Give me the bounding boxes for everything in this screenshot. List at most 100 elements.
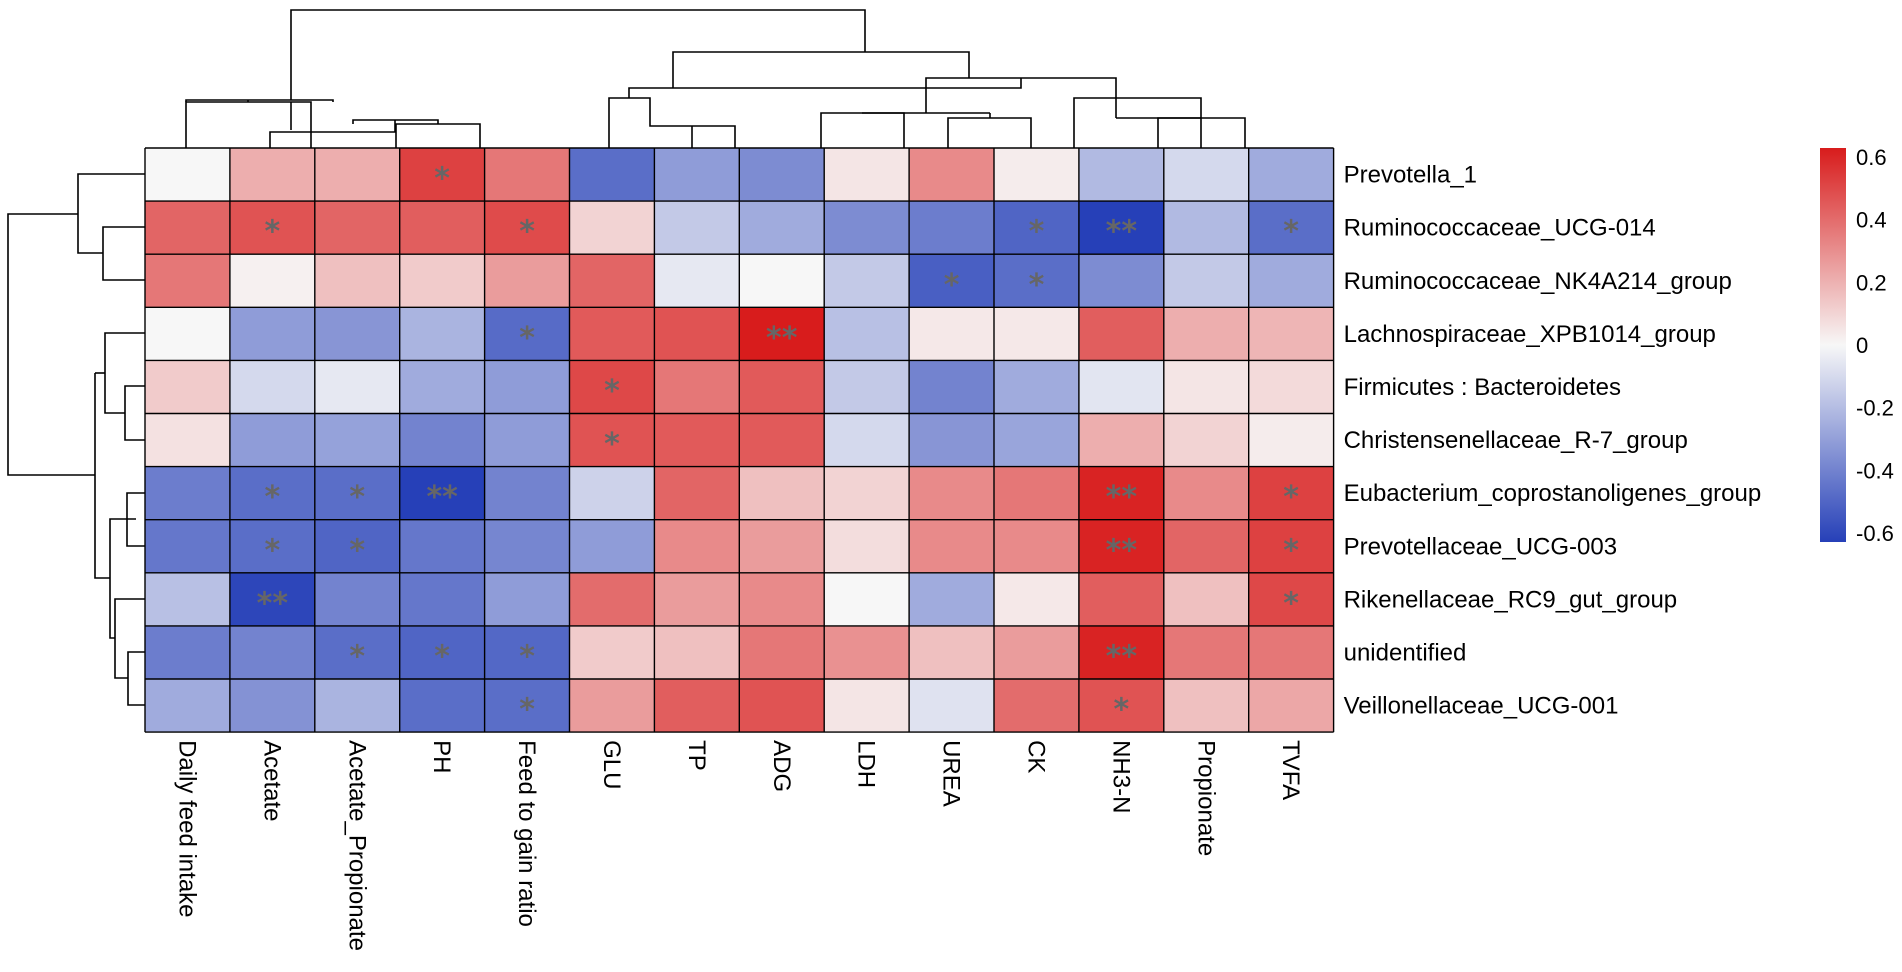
heatmap-cell (145, 572, 230, 626)
heatmap-cell (484, 254, 570, 308)
heatmap-cell (145, 360, 230, 414)
heatmap-cell (399, 625, 485, 679)
heatmap-cell (1248, 307, 1334, 361)
heatmap-cell (1078, 466, 1164, 520)
column-label: PH (428, 740, 455, 773)
heatmap-cell (739, 572, 825, 626)
heatmap-cell (1078, 148, 1164, 202)
heatmap-cell (1078, 413, 1164, 467)
heatmap-cell (654, 148, 740, 202)
heatmap-cell (824, 307, 910, 361)
heatmap-cell (824, 572, 910, 626)
column-labels: Daily feed intake Acetate Acetate_Propiona… (173, 740, 1304, 951)
heatmap-cell (824, 201, 910, 255)
heatmap-cell (1248, 254, 1334, 308)
column-label: LDH (853, 740, 880, 788)
heatmap-cell (569, 572, 655, 626)
column-label: Acetate (258, 740, 285, 821)
heatmap-cell (739, 519, 825, 573)
heatmap-cell (569, 625, 655, 679)
heatmap-cell (399, 307, 485, 361)
significance-mark: ** (1106, 533, 1138, 568)
heatmap-cell (739, 360, 825, 414)
significance-mark: * (1029, 268, 1045, 303)
heatmap-cell (229, 519, 315, 573)
heatmap-cell (484, 307, 570, 361)
column-label: TP (683, 740, 710, 771)
heatmap-cell (824, 679, 910, 733)
heatmap-cell (1248, 679, 1334, 733)
heatmap-cell (145, 254, 230, 308)
heatmap-cell (569, 307, 655, 361)
heatmap-cell (1248, 519, 1334, 573)
row-label: Veillonellaceae_UCG-001 (1344, 693, 1619, 720)
significance-mark: * (1283, 586, 1299, 621)
column-dendrogram (185, 9, 1246, 148)
significance-mark: * (519, 215, 535, 250)
heatmap-cell (1163, 254, 1249, 308)
heatmap-cell (1248, 413, 1334, 467)
row-label: Prevotellaceae_UCG-003 (1344, 533, 1617, 560)
heatmap-cell (824, 254, 910, 308)
heatmap-cell (569, 148, 655, 202)
heatmap-cell (314, 466, 400, 520)
heatmap-cell (484, 148, 570, 202)
significance-mark: * (264, 215, 280, 250)
heatmap-cell (1163, 519, 1249, 573)
heatmap-cell (1078, 360, 1164, 414)
heatmap-cell (145, 466, 230, 520)
heatmap-cell (145, 307, 230, 361)
heatmap-cell (824, 360, 910, 414)
significance-mark: ** (766, 321, 798, 356)
significance-mark: * (1283, 215, 1299, 250)
heatmap-cell (1163, 360, 1249, 414)
heatmap-cell (654, 413, 740, 467)
heatmap-cell (314, 679, 400, 733)
heatmap-cell (145, 201, 230, 255)
significance-mark: * (349, 480, 365, 515)
heatmap-cell (1248, 201, 1334, 255)
heatmap-cell (824, 466, 910, 520)
heatmap-cell (1248, 466, 1334, 520)
row-label: Prevotella_1 (1344, 162, 1477, 189)
legend-tick-label: -0.4 (1856, 458, 1894, 483)
heatmap-cell (569, 201, 655, 255)
heatmap-cell (909, 148, 994, 202)
heatmap-cell (824, 519, 910, 573)
color-legend: 0.6 0.4 0.2 0 -0.2 -0.4 -0.6 (1820, 145, 1894, 546)
heatmap-cell (484, 360, 570, 414)
heatmap-cell (654, 625, 740, 679)
heatmap-cell (654, 572, 740, 626)
heatmap-cell (569, 466, 655, 520)
heatmap-cell (994, 466, 1079, 520)
heatmap-cell (739, 254, 825, 308)
column-label: Acetate_Propionate (343, 740, 370, 951)
heatmap-cell (314, 307, 400, 361)
legend-tick-label: 0.2 (1856, 270, 1887, 295)
significance-mark: * (519, 321, 535, 356)
heatmap-cell (994, 679, 1079, 733)
heatmap-cell (145, 679, 230, 733)
significance-marks: ** * * ** ** ** ***** * ** ** ** * ** *** ** * * *** * (257, 162, 1300, 728)
heatmap-cell (229, 307, 315, 361)
heatmap-cell (1078, 679, 1164, 733)
significance-mark: * (604, 374, 620, 409)
heatmap-cell (484, 679, 570, 733)
column-label: Propionate (1192, 740, 1219, 856)
heatmap-cell (994, 572, 1079, 626)
heatmap-cell (484, 466, 570, 520)
significance-mark: * (604, 427, 620, 462)
heatmap-cell (994, 254, 1079, 308)
significance-mark: ** (257, 586, 289, 621)
heatmap-cell (824, 413, 910, 467)
heatmap-cell (1163, 148, 1249, 202)
heatmap-cell (739, 679, 825, 733)
heatmap-cell (1078, 254, 1164, 308)
row-dendrogram (7, 173, 145, 706)
heatmap-cell (399, 360, 485, 414)
heatmap-cell (569, 413, 655, 467)
heatmap-cell (1248, 148, 1334, 202)
heatmap-cell (1078, 307, 1164, 361)
significance-mark: * (434, 162, 450, 197)
heatmap-cell (909, 466, 994, 520)
